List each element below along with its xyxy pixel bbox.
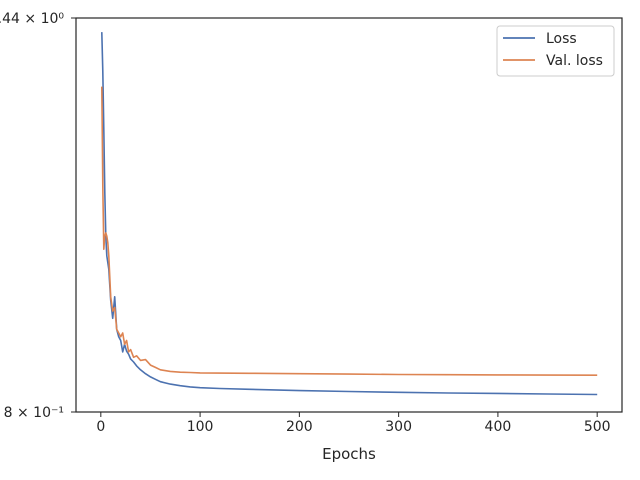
x-tick-label: 100 — [187, 419, 214, 435]
x-tick-label: 300 — [385, 419, 412, 435]
series-line-val-loss — [101, 86, 598, 376]
y-tick-label: 8 × 10⁻¹ — [4, 405, 64, 421]
x-tick-label: 0 — [96, 419, 105, 435]
y-tick-label: 1.44 × 10⁰ — [0, 11, 64, 27]
series-layer — [101, 32, 598, 396]
x-tick-label: 200 — [286, 419, 313, 435]
legend: Loss Val. loss — [496, 25, 615, 77]
legend-label-loss: Loss — [546, 31, 577, 47]
x-tick-label: 500 — [584, 419, 611, 435]
x-axis-label: Epochs — [322, 445, 376, 463]
plot-area — [76, 18, 622, 412]
x-tick-label: 400 — [485, 419, 512, 435]
legend-label-val-loss: Val. loss — [546, 53, 603, 69]
plot-frame — [75, 17, 623, 413]
ticks-layer: 0 100 200 300 400 500 8 × 10⁻¹ 1.44 × 10⁰ — [0, 11, 611, 435]
